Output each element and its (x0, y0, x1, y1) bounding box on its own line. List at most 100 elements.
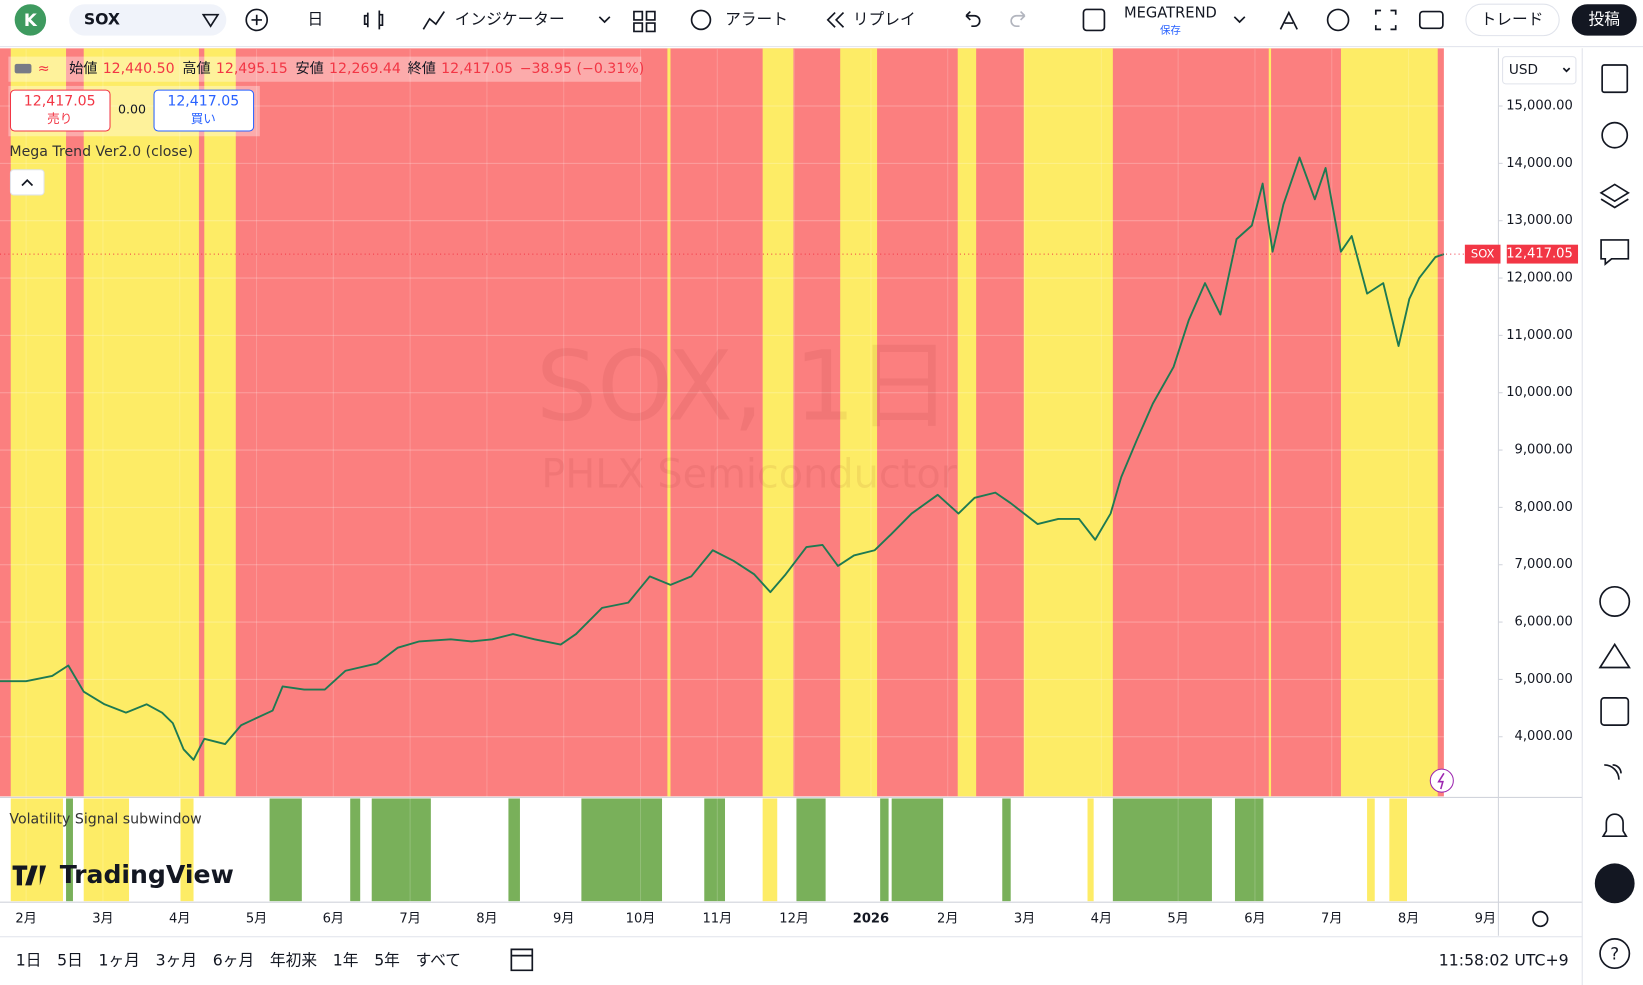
replay[interactable]: リプレイ (853, 9, 916, 28)
add-symbol[interactable] (245, 8, 269, 32)
symbol-tag-text: SOX (1471, 247, 1495, 261)
layout-box[interactable] (1082, 8, 1106, 32)
range-button[interactable]: 1ヶ月 (99, 950, 140, 969)
chat[interactable] (1600, 239, 1630, 266)
range-button[interactable]: 6ヶ月 (213, 950, 254, 969)
x-tick-label: 9月 (1475, 911, 1496, 926)
close-label: 終値 (408, 61, 436, 77)
chart-type[interactable] (363, 10, 384, 30)
avatar[interactable] (14, 4, 47, 36)
signal-band (350, 798, 361, 902)
price-line (0, 156, 1445, 761)
signal-band (1367, 798, 1375, 902)
trade-button[interactable] (1465, 3, 1560, 37)
signal-band (269, 798, 302, 902)
x-tick-label: 6月 (1244, 911, 1265, 926)
signal-band (180, 798, 194, 902)
publish: 投稿 (1589, 9, 1620, 28)
currency: USD (1509, 62, 1538, 78)
x-tick-label: 2月 (15, 911, 36, 926)
signal-band (1389, 798, 1408, 902)
undo[interactable] (965, 10, 981, 28)
redo[interactable] (1010, 10, 1026, 28)
signal-band (880, 798, 889, 902)
alerts-panel[interactable] (1601, 121, 1629, 149)
apps[interactable] (1594, 863, 1635, 904)
chevron (598, 16, 611, 24)
signal-band (796, 798, 826, 902)
symbol-tag (1464, 244, 1501, 264)
publish-button[interactable] (1571, 4, 1637, 36)
regime-band (762, 48, 794, 797)
fullscreen[interactable] (1374, 9, 1397, 31)
high: 12,495.15 (216, 61, 288, 77)
regime-band (957, 48, 977, 797)
signal-band (704, 798, 726, 902)
lightning-button[interactable] (1429, 768, 1454, 793)
plot-area (0, 48, 1499, 902)
range-button[interactable]: 1年 (333, 950, 359, 969)
low: 12,269.44 (329, 61, 401, 77)
y-tick-label: 9,000.00 (1515, 443, 1573, 458)
range-button[interactable]: 5年 (374, 950, 400, 969)
watchlist[interactable] (1601, 64, 1629, 94)
x-tick-label: 2月 (937, 911, 958, 926)
buy-button[interactable] (153, 89, 255, 132)
ideas[interactable] (1598, 642, 1631, 669)
y-tick-label: 6,000.00 (1515, 615, 1573, 630)
help[interactable] (1599, 938, 1631, 970)
currency-select[interactable] (1502, 56, 1577, 85)
y-tick-label: 14,000.00 (1506, 156, 1573, 171)
x-tick-label: 12月 (779, 911, 809, 926)
x-tick-label: 6月 (323, 911, 344, 926)
range-button[interactable]: 年初来 (270, 950, 317, 969)
quick-search[interactable] (1279, 10, 1298, 30)
alert[interactable]: アラート (725, 9, 788, 28)
regime-band (204, 48, 236, 797)
collapse-chevron (21, 179, 34, 187)
sell-button[interactable] (9, 89, 111, 132)
signal-band (83, 798, 130, 902)
range-button[interactable]: 5日 (57, 950, 83, 969)
signal-band (66, 798, 73, 902)
signal-band (581, 798, 663, 902)
regime-band (0, 48, 1444, 797)
regime-band (1268, 48, 1272, 797)
chevron (1562, 67, 1571, 73)
range-button[interactable]: 3ヶ月 (156, 950, 197, 969)
x-tick-label: 10月 (626, 911, 656, 926)
add-symbol-plus (251, 14, 262, 26)
layers[interactable] (1599, 183, 1630, 209)
bottom-bar: 1日 5日 1ヶ月 3ヶ月 6ヶ月 年初来 1年 5年 すべて (16, 950, 461, 969)
x-tick-label: 3月 (1014, 911, 1035, 926)
axis-settings[interactable] (1532, 910, 1549, 928)
layout-name[interactable]: MEGATREND (1124, 5, 1217, 22)
regime-band (667, 48, 671, 797)
range-button[interactable]: すべて (416, 950, 461, 969)
symbol-search[interactable] (69, 4, 227, 36)
notifications[interactable] (1601, 813, 1628, 838)
watermark-subtitle: PHLX Semiconductor (541, 451, 957, 497)
close: 12,417.05 (441, 61, 513, 77)
signal-band (371, 798, 431, 902)
stream[interactable] (1604, 764, 1622, 780)
watermark-title: SOX, 1日 (536, 330, 952, 442)
range-button[interactable]: 1日 (16, 950, 42, 969)
sell-price: 12,417.05 (24, 94, 96, 110)
settings[interactable] (1326, 8, 1350, 32)
date-range[interactable] (510, 948, 534, 972)
screenshot[interactable] (1418, 10, 1444, 30)
signal-band (1002, 798, 1011, 902)
legend-toggle[interactable] (14, 63, 32, 74)
target[interactable] (1599, 585, 1631, 617)
x-tick-label: 5月 (246, 911, 267, 926)
y-tick-label: 8,000.00 (1515, 500, 1573, 515)
y-tick-label: 13,000.00 (1506, 213, 1573, 228)
interval[interactable]: 日 (308, 9, 324, 28)
collapse-button[interactable] (9, 169, 45, 196)
calendar[interactable] (1600, 697, 1630, 726)
indicators[interactable]: インジケーター (455, 9, 565, 28)
layouts[interactable] (633, 10, 656, 33)
low-label: 安値 (295, 61, 323, 77)
